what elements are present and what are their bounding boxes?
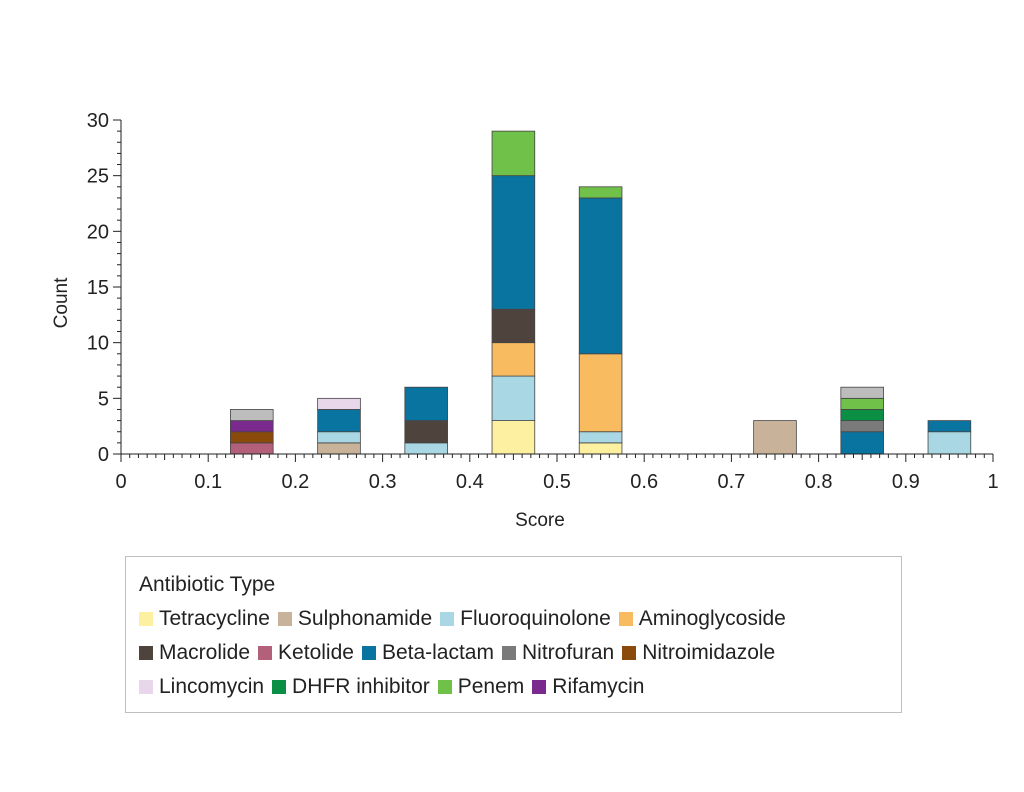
bar-segment [317, 431, 361, 444]
legend-label: Sulphonamide [297, 607, 433, 630]
bar-segment [230, 442, 274, 455]
legend-item: Fluoroquinolone [440, 607, 611, 631]
legend-label: Lincomycin [159, 675, 265, 698]
bar-segment [927, 431, 972, 455]
bar-segment [840, 409, 884, 422]
bar-segment [578, 431, 623, 444]
bar-segment [404, 442, 448, 455]
legend-row-3: Lincomycin DHFR inhibitor Penem Rifamycin [139, 675, 652, 699]
legend-item: Rifamycin [532, 675, 644, 699]
x-tick-label: 0 [115, 471, 126, 493]
bar-segment [491, 420, 536, 455]
y-tick-label: 0 [98, 444, 109, 466]
bar-segment [491, 375, 536, 422]
legend: Antibiotic Type Tetracycline Sulphonamide… [125, 556, 902, 713]
bar-segment [317, 397, 361, 410]
legend-item: Beta-lactam [361, 641, 494, 665]
legend-item: Penem [437, 675, 525, 699]
legend-swatch [501, 646, 516, 660]
x-tick-label: 0.6 [630, 471, 658, 493]
legend-label: Fluoroquinolone [460, 607, 611, 630]
bar-segment [404, 386, 448, 422]
bar-segment [840, 431, 884, 455]
bar-segment [404, 420, 448, 444]
legend-swatch [437, 680, 452, 694]
legend-item: Aminoglycoside [618, 607, 786, 631]
legend-swatch [258, 646, 273, 660]
bar-segment [578, 442, 623, 455]
y-axis-title: Count [51, 277, 72, 328]
legend-swatch [618, 612, 633, 626]
legend-item: Nitroimidazole [622, 641, 775, 665]
bar-segment [840, 397, 884, 410]
legend-swatch [139, 680, 153, 694]
y-tick-label: 10 [87, 333, 109, 355]
y-tick-label: 5 [98, 388, 109, 410]
bar-segment [491, 130, 536, 177]
legend-label: DHFR inhibitor [292, 675, 430, 698]
bar-segment [491, 342, 536, 377]
legend-label: Penem [457, 675, 525, 698]
legend-item: Tetracycline [139, 607, 270, 631]
y-tick-label: 30 [87, 110, 109, 132]
x-tick-label: 0.3 [369, 471, 397, 493]
legend-swatch [361, 646, 376, 660]
bar-segment [753, 420, 797, 455]
bar-segment [927, 420, 972, 433]
legend-swatch [277, 612, 292, 626]
x-tick-label: 0.7 [717, 471, 745, 493]
legend-label: Ketolide [278, 641, 354, 664]
legend-item: Macrolide [139, 641, 250, 665]
legend-swatch [139, 612, 153, 626]
x-tick-label: 0.8 [805, 471, 833, 493]
legend-label: Nitroimidazole [642, 641, 776, 664]
legend-row-1: Tetracycline Sulphonamide Fluoroquinolone A… [139, 607, 794, 631]
x-tick-label: 0.4 [456, 471, 484, 493]
bar-segment [491, 308, 536, 344]
legend-item: Nitrofuran [501, 641, 615, 665]
legend-label: Tetracycline [159, 607, 270, 630]
legend-swatch [440, 612, 455, 626]
histogram-chart: 0 0.1 0.2 0.3 0.4 0.5 0.6 0.7 0.8 0.9 105101520253… [51, 110, 999, 531]
x-tick-label: 0.1 [194, 471, 222, 493]
bar-segment [317, 442, 361, 455]
bar-segment [317, 409, 361, 433]
legend-swatch [532, 680, 547, 694]
legend-item: Ketolide [258, 641, 354, 665]
y-tick-label: 20 [87, 221, 109, 243]
bar-segment [230, 409, 274, 422]
legend-item: Sulphonamide [277, 607, 433, 631]
legend-item: DHFR inhibitor [272, 675, 430, 699]
bar-segment [840, 420, 884, 433]
legend-label: Macrolide [159, 641, 251, 664]
legend-title: Antibiotic Type [139, 573, 276, 596]
legend-label: Rifamycin [552, 675, 645, 698]
legend-swatch [272, 680, 287, 694]
bar-segment [578, 353, 623, 433]
x-tick-label: 0.5 [543, 471, 571, 493]
legend-label: Nitrofuran [521, 641, 615, 664]
x-axis-title: Score [515, 510, 565, 531]
x-tick-label: 0.9 [892, 471, 920, 493]
bar-segment [230, 420, 274, 433]
bar-segment [491, 175, 536, 310]
y-tick-label: 15 [87, 277, 109, 299]
x-tick-label: 0.2 [281, 471, 309, 493]
legend-swatch [139, 646, 153, 660]
y-tick-label: 25 [87, 166, 109, 188]
bar-segment [578, 186, 623, 199]
bar-segment [578, 197, 623, 355]
bar-stack-group [230, 130, 972, 455]
axes-group: 0 0.1 0.2 0.3 0.4 0.5 0.6 0.7 0.8 0.9 105101520253… [87, 110, 999, 493]
legend-row-2: Macrolide Ketolide Beta-lactam Nitrofuran Ni… [139, 641, 783, 665]
legend-swatch [622, 646, 637, 660]
legend-item: Lincomycin [139, 675, 264, 699]
legend-label: Beta-lactam [381, 641, 494, 664]
legend-label: Aminoglycoside [638, 607, 786, 630]
bar-segment [840, 386, 884, 399]
x-tick-label: 1 [987, 471, 998, 493]
bar-segment [230, 431, 274, 444]
